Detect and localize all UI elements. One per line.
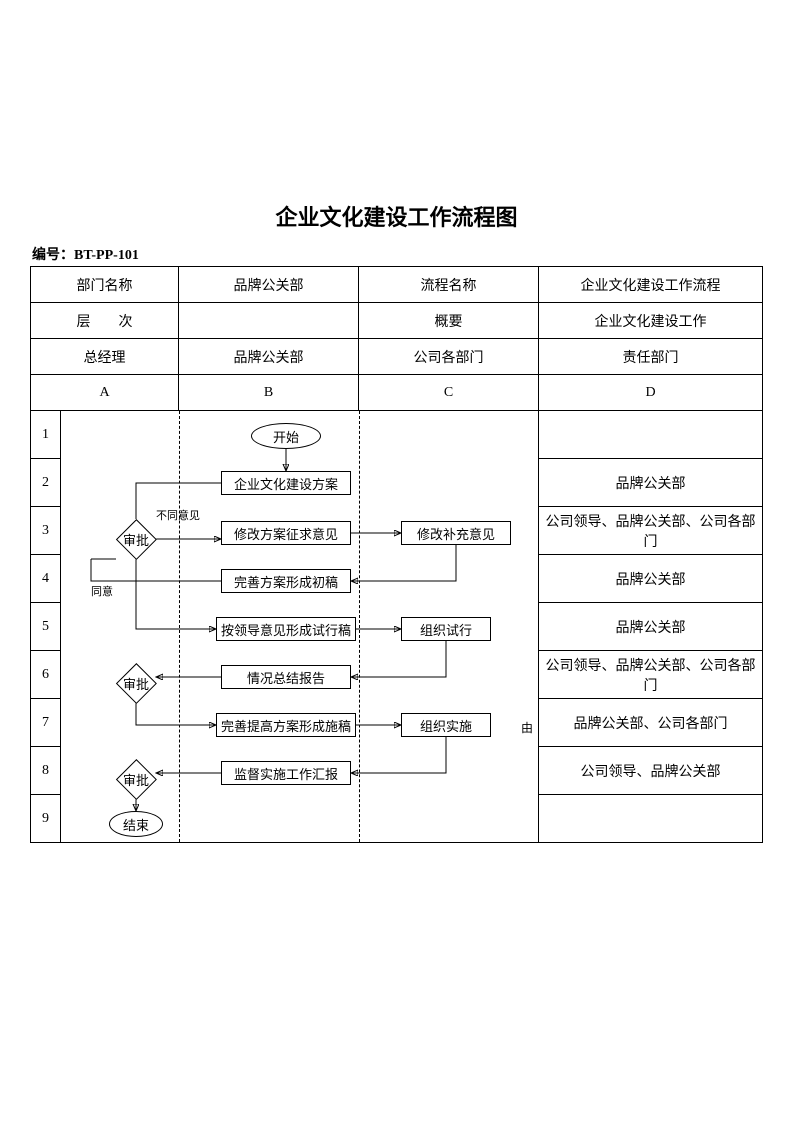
edge-label: 不同意见: [156, 507, 200, 523]
flow-box-report: 情况总结报告: [221, 665, 351, 689]
flow-box-supplement: 修改补充意见: [401, 521, 511, 545]
hdr: 部门名称: [31, 267, 179, 303]
row-num: 4: [31, 555, 61, 603]
flow-box-supervise: 监督实施工作汇报: [221, 761, 351, 785]
edge-label: 同意: [91, 583, 113, 599]
flow-box-draft: 完善方案形成初稿: [221, 569, 351, 593]
page: 企业文化建设工作流程图 编号：BT-PP-101 部门名称 品牌公关部 流程名称…: [30, 200, 763, 843]
hdr: 流程名称: [359, 267, 539, 303]
page-title: 企业文化建设工作流程图: [30, 200, 763, 232]
hdr: A: [31, 375, 179, 411]
flow-table: 部门名称 品牌公关部 流程名称 企业文化建设工作流程 层 次 概要 企业文化建设…: [30, 266, 763, 843]
flow-box-impldoc: 完善提高方案形成施稿: [216, 713, 356, 737]
hdr: C: [359, 375, 539, 411]
flow-box-trial: 组织试行: [401, 617, 491, 641]
doc-number: 编号：BT-PP-101: [30, 244, 763, 264]
hdr: [179, 303, 359, 339]
hdr: 概要: [359, 303, 539, 339]
resp-cell: [539, 411, 763, 459]
header-row: 总经理 品牌公关部 公司各部门 责任部门: [31, 339, 763, 375]
hdr: 责任部门: [539, 339, 763, 375]
flow-decision-approve1: 审批: [116, 519, 156, 559]
flow-box-plan: 企业文化建设方案: [221, 471, 351, 495]
header-row: A B C D: [31, 375, 763, 411]
hdr: B: [179, 375, 359, 411]
flow-box-impl: 组织实施: [401, 713, 491, 737]
hdr: 层 次: [31, 303, 179, 339]
resp-cell: [539, 795, 763, 843]
row-num: 5: [31, 603, 61, 651]
hdr: 公司各部门: [359, 339, 539, 375]
header-row: 部门名称 品牌公关部 流程名称 企业文化建设工作流程: [31, 267, 763, 303]
flow-decision-approve3: 审批: [116, 759, 156, 799]
flow-terminal-start: 开始: [251, 423, 321, 449]
hdr: D: [539, 375, 763, 411]
header-row: 层 次 概要 企业文化建设工作: [31, 303, 763, 339]
row-num: 6: [31, 651, 61, 699]
hdr: 总经理: [31, 339, 179, 375]
resp-cell: 品牌公关部、公司各部门: [539, 699, 763, 747]
flow-box-trialdoc: 按领导意见形成试行稿: [216, 617, 356, 641]
row-num: 2: [31, 459, 61, 507]
resp-cell: 品牌公关部: [539, 603, 763, 651]
hdr: 品牌公关部: [179, 267, 359, 303]
resp-cell: 品牌公关部: [539, 555, 763, 603]
flowchart-area: 开始企业文化建设方案审批 修改方案征求意见 修改补充意见完善方案形成初稿按领导意见形…: [61, 411, 539, 843]
hdr: 企业文化建设工作流程: [539, 267, 763, 303]
flow-terminal-end: 结束: [109, 811, 163, 837]
hdr: 品牌公关部: [179, 339, 359, 375]
resp-cell: 品牌公关部: [539, 459, 763, 507]
stray-text: 由: [521, 719, 533, 736]
flow-box-revise: 修改方案征求意见: [221, 521, 351, 545]
table-row: 1 开始企业文化建设方案审批修改方案征求意见修改补充意见完善方案形成初稿按领导意…: [31, 411, 763, 459]
row-num: 9: [31, 795, 61, 843]
resp-cell: 公司领导、品牌公关部、公司各部门: [539, 507, 763, 555]
row-num: 8: [31, 747, 61, 795]
row-num: 1: [31, 411, 61, 459]
hdr: 企业文化建设工作: [539, 303, 763, 339]
flow-decision-approve2: 审批: [116, 663, 156, 703]
resp-cell: 公司领导、品牌公关部、公司各部门: [539, 651, 763, 699]
row-num: 3: [31, 507, 61, 555]
row-num: 7: [31, 699, 61, 747]
resp-cell: 公司领导、品牌公关部: [539, 747, 763, 795]
flow-layer: 开始企业文化建设方案审批 修改方案征求意见 修改补充意见完善方案形成初稿按领导意见形…: [61, 411, 538, 842]
